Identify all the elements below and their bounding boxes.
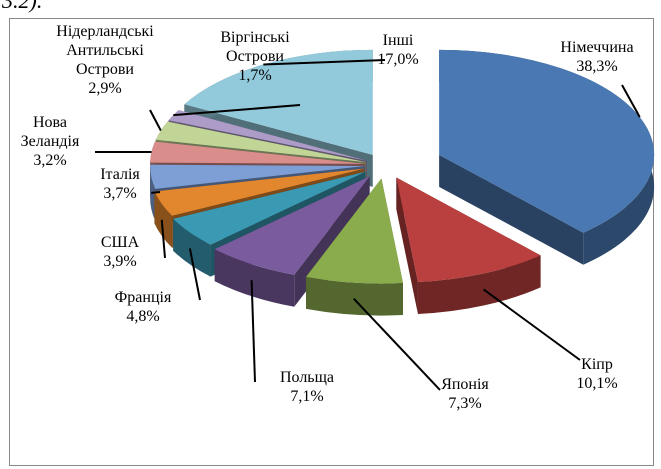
data-label: Франція 4,8%: [73, 288, 213, 326]
leader-line: [353, 298, 441, 391]
value-label: 1,7%: [238, 67, 272, 84]
value-label: 38,3%: [576, 58, 618, 75]
value-label: 4,8%: [126, 308, 160, 325]
slice: [150, 164, 366, 189]
category-label: Віргінські Острови: [220, 29, 290, 65]
slice: [396, 177, 541, 314]
slice-side: [154, 168, 365, 224]
slice: [306, 178, 403, 316]
value-label: 2,9%: [88, 80, 122, 97]
value-label: 10,1%: [576, 375, 618, 392]
data-label: Нова Зеландія 3,2%: [0, 113, 120, 170]
leader-line: [188, 248, 201, 301]
value-label: 7,1%: [290, 388, 324, 405]
chart-frame: [9, 18, 654, 466]
slice: [173, 171, 366, 245]
slice: [306, 178, 403, 284]
value-label: 7,3%: [448, 395, 482, 412]
leader-line: [263, 59, 386, 66]
data-label: Інші 17,0%: [328, 31, 468, 69]
leader-line: [160, 219, 166, 259]
data-label: Польща 7,1%: [237, 368, 377, 406]
category-label: Інші: [382, 32, 414, 49]
value-label: 3,2%: [33, 152, 67, 169]
slice-wall: [154, 191, 173, 248]
leader-line: [151, 191, 161, 194]
slice-wall: [173, 218, 211, 277]
slice: [155, 121, 366, 163]
slice-wall: [306, 276, 403, 316]
leader-line: [173, 104, 301, 117]
category-label: Японія: [441, 376, 489, 393]
data-label: США 3,9%: [50, 233, 190, 271]
slice-side: [439, 154, 584, 265]
slice: [168, 110, 367, 161]
category-label: Нова Зеландія: [20, 114, 80, 150]
leader-line: [483, 288, 581, 361]
data-label: Нідерландські Антильські Острови 2,9%: [35, 22, 175, 98]
category-label: Кіпр: [581, 356, 613, 373]
slice-wall: [214, 249, 295, 307]
data-label: Японія 7,3%: [395, 375, 535, 413]
leader-line: [250, 280, 256, 383]
category-label: Польща: [279, 369, 335, 386]
category-label: Франція: [114, 289, 172, 306]
data-label: Німеччина 38,3%: [527, 38, 661, 76]
value-label: 3,7%: [103, 185, 137, 202]
slice: [396, 177, 541, 282]
slice: [184, 49, 373, 155]
value-label: 3,9%: [103, 253, 137, 270]
data-label: Кіпр 10,1%: [527, 355, 661, 393]
slice: [214, 176, 370, 275]
category-label: Нідерландські Антильські Острови: [56, 23, 154, 78]
slice: [439, 49, 655, 265]
slice: [154, 168, 365, 216]
slice-wall: [417, 255, 541, 314]
leader-line: [621, 84, 641, 118]
category-label: Німеччина: [560, 39, 634, 56]
data-label: Віргінські Острови 1,7%: [185, 28, 325, 85]
category-label: США: [100, 234, 140, 251]
slice: [150, 141, 366, 164]
slice-side: [396, 177, 418, 314]
data-label: Італія 3,7%: [50, 165, 190, 203]
value-label: 17,0%: [377, 51, 419, 68]
slice: [439, 49, 655, 233]
leader-line: [149, 109, 162, 132]
text-fragment: 3.2).: [2, 0, 43, 13]
category-label: Італія: [100, 166, 140, 183]
